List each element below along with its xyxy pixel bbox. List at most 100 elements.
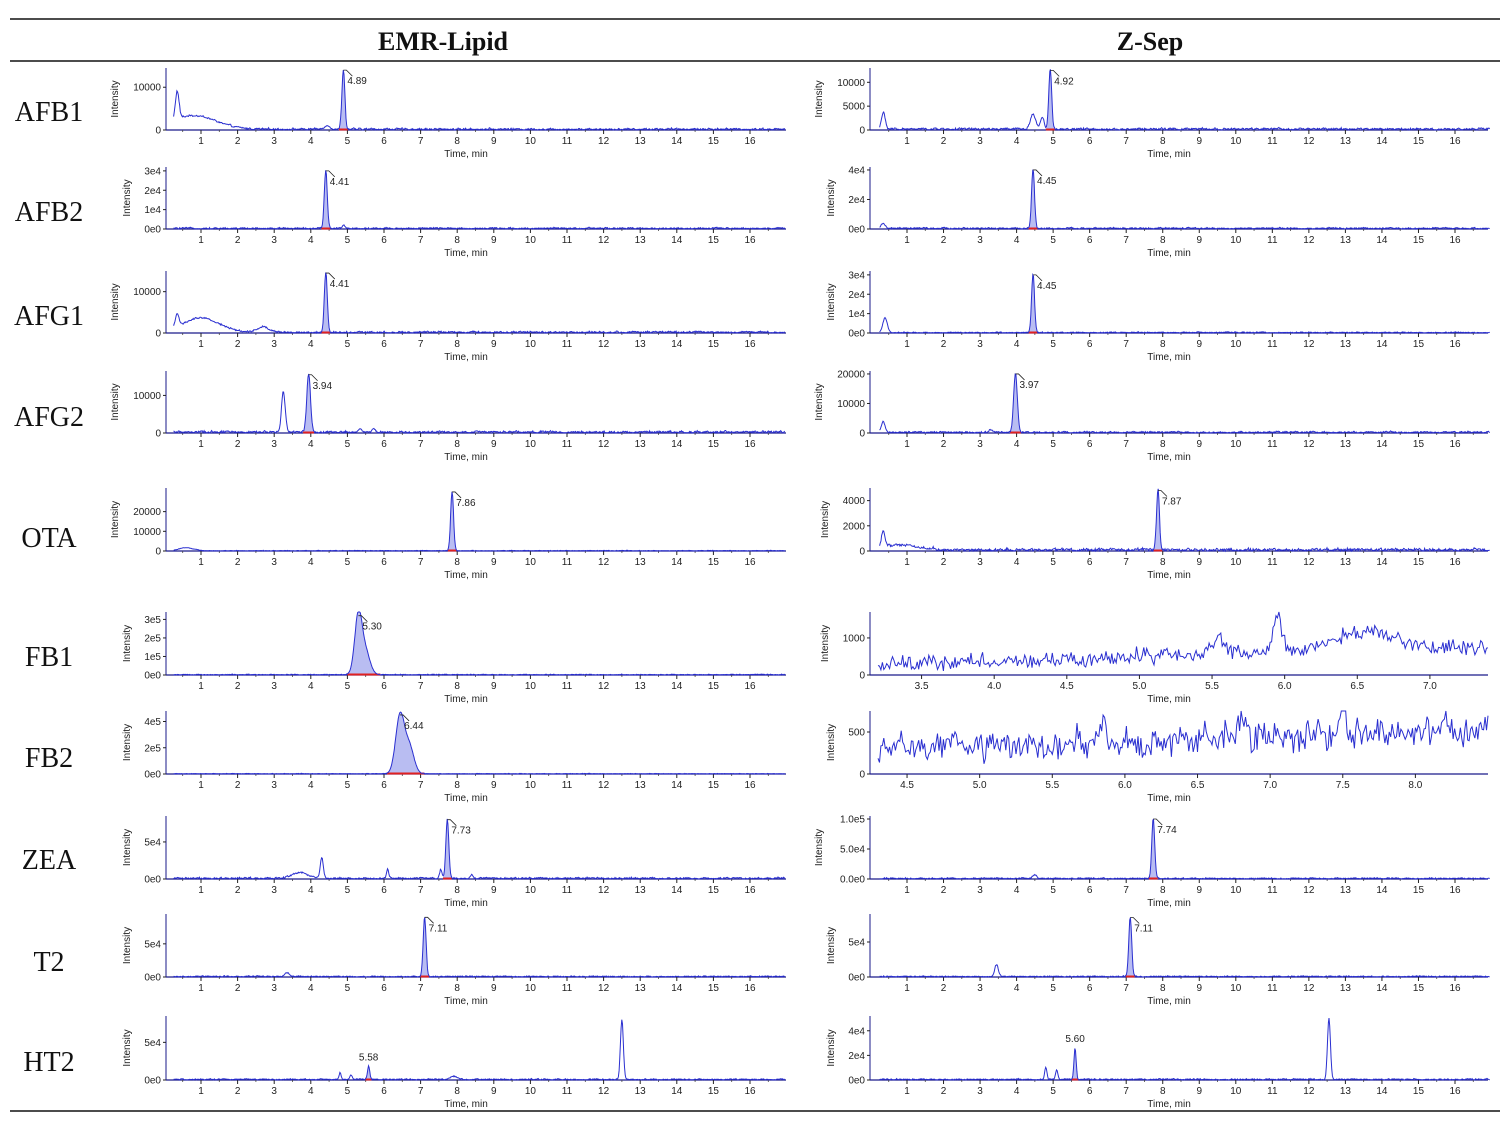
x-tick-label: 9 — [491, 235, 497, 246]
x-tick-label: 11 — [1267, 1086, 1278, 1097]
x-tick-label: 12 — [598, 681, 610, 692]
chromatogram-trace — [879, 1018, 1490, 1081]
row-label-ota: OTA — [21, 523, 77, 554]
x-tick-label: 8 — [1160, 1086, 1166, 1097]
x-tick-label: 15 — [1413, 235, 1425, 246]
x-tick-label: 14 — [671, 780, 683, 791]
x-tick-label: 6.0 — [1278, 681, 1292, 692]
x-axis-label: Time, min — [444, 996, 488, 1007]
x-tick-label: 13 — [1340, 136, 1352, 147]
x-tick-label: 3 — [271, 136, 277, 147]
x-tick-label: 2 — [235, 885, 241, 896]
x-tick-label: 7 — [418, 983, 424, 994]
y-tick-label: 1e5 — [144, 652, 161, 663]
x-axis-label: Time, min — [1147, 996, 1191, 1007]
peak-rt-label: 4.45 — [1037, 176, 1057, 187]
x-tick-label: 14 — [671, 1086, 683, 1097]
y-axis-label: Intensity — [122, 829, 133, 866]
x-tick-label: 1 — [198, 983, 204, 994]
x-tick-label: 1 — [904, 885, 910, 896]
x-tick-label: 13 — [1340, 439, 1352, 450]
x-tick-label: 12 — [598, 557, 610, 568]
y-tick-label: 0e0 — [848, 225, 865, 236]
chromatogram-trace — [173, 170, 786, 230]
peak-label-leader — [1033, 169, 1043, 177]
y-tick-label: 4e4 — [848, 165, 865, 176]
x-tick-label: 2 — [235, 339, 241, 350]
x-tick-label: 13 — [635, 1086, 647, 1097]
chromatogram-trace — [879, 272, 1490, 334]
x-tick-label: 10 — [1230, 235, 1242, 246]
x-tick-label: 1 — [198, 439, 204, 450]
y-tick-label: 2e4 — [848, 290, 865, 301]
x-tick-label: 8 — [454, 557, 460, 568]
x-tick-label: 8 — [454, 339, 460, 350]
row-label-t2: T2 — [33, 947, 64, 978]
x-tick-label: 11 — [562, 235, 573, 246]
x-tick-label: 13 — [635, 681, 647, 692]
x-tick-label: 6 — [1087, 136, 1093, 147]
x-tick-label: 13 — [635, 235, 647, 246]
x-tick-label: 4.0 — [987, 681, 1001, 692]
peak-label-leader — [1153, 818, 1163, 826]
x-tick-label: 12 — [598, 780, 610, 791]
chromatogram-trace — [173, 917, 785, 978]
y-axis-label: Intensity — [826, 927, 837, 964]
x-tick-label: 5 — [345, 885, 351, 896]
chromatogram-trace — [173, 818, 786, 880]
x-tick-label: 4.5 — [900, 780, 914, 791]
x-axis-label: Time, min — [444, 352, 488, 363]
peak-rt-label: 5.58 — [359, 1052, 379, 1063]
x-tick-label: 11 — [1267, 983, 1278, 994]
peak-rt-label: 4.92 — [1054, 76, 1074, 87]
y-tick-label: 5.0e4 — [840, 845, 865, 856]
x-tick-label: 4 — [1014, 339, 1020, 350]
peak-rt-label: 3.94 — [313, 381, 333, 392]
peak-rt-label: 5.60 — [1065, 1034, 1085, 1045]
x-axis-label: Time, min — [444, 149, 488, 160]
peak-label-leader — [1015, 373, 1025, 381]
x-tick-label: 11 — [1267, 235, 1278, 246]
chromatogram-trace — [173, 1019, 785, 1081]
x-tick-label: 1 — [904, 136, 910, 147]
y-tick-label: 2000 — [843, 521, 866, 532]
x-tick-label: 8 — [454, 136, 460, 147]
x-tick-label: 16 — [744, 681, 756, 692]
x-tick-label: 3 — [271, 983, 277, 994]
x-tick-label: 13 — [1340, 983, 1352, 994]
x-tick-label: 11 — [562, 1086, 573, 1097]
x-tick-label: 6.5 — [1191, 780, 1205, 791]
x-tick-label: 10 — [525, 780, 537, 791]
peak-rt-label: 6.44 — [404, 721, 424, 732]
x-tick-label: 14 — [1376, 136, 1388, 147]
row-label-fb2: FB2 — [25, 743, 73, 774]
x-tick-label: 9 — [1196, 1086, 1202, 1097]
x-tick-label: 11 — [1267, 557, 1278, 568]
x-tick-label: 16 — [1449, 136, 1461, 147]
x-tick-label: 10 — [525, 1086, 537, 1097]
x-tick-label: 9 — [491, 557, 497, 568]
x-tick-label: 8 — [454, 885, 460, 896]
y-tick-label: 0 — [859, 671, 865, 682]
x-tick-label: 15 — [1413, 983, 1425, 994]
peak-area — [387, 712, 425, 774]
x-tick-label: 11 — [562, 885, 573, 896]
x-tick-label: 4 — [1014, 885, 1020, 896]
y-tick-label: 0 — [859, 547, 865, 558]
x-tick-label: 2 — [235, 1086, 241, 1097]
x-tick-label: 10 — [1230, 983, 1242, 994]
peak-label-leader — [1033, 274, 1043, 282]
x-tick-label: 4 — [1014, 439, 1020, 450]
y-axis-label: Intensity — [110, 80, 121, 117]
y-tick-label: 0 — [859, 429, 865, 440]
x-tick-label: 1 — [198, 681, 204, 692]
y-tick-label: 0 — [155, 547, 161, 558]
x-tick-label: 4.5 — [1060, 681, 1074, 692]
peak-label-leader — [325, 272, 336, 280]
x-tick-label: 4 — [308, 1086, 314, 1097]
x-tick-label: 6 — [381, 780, 387, 791]
